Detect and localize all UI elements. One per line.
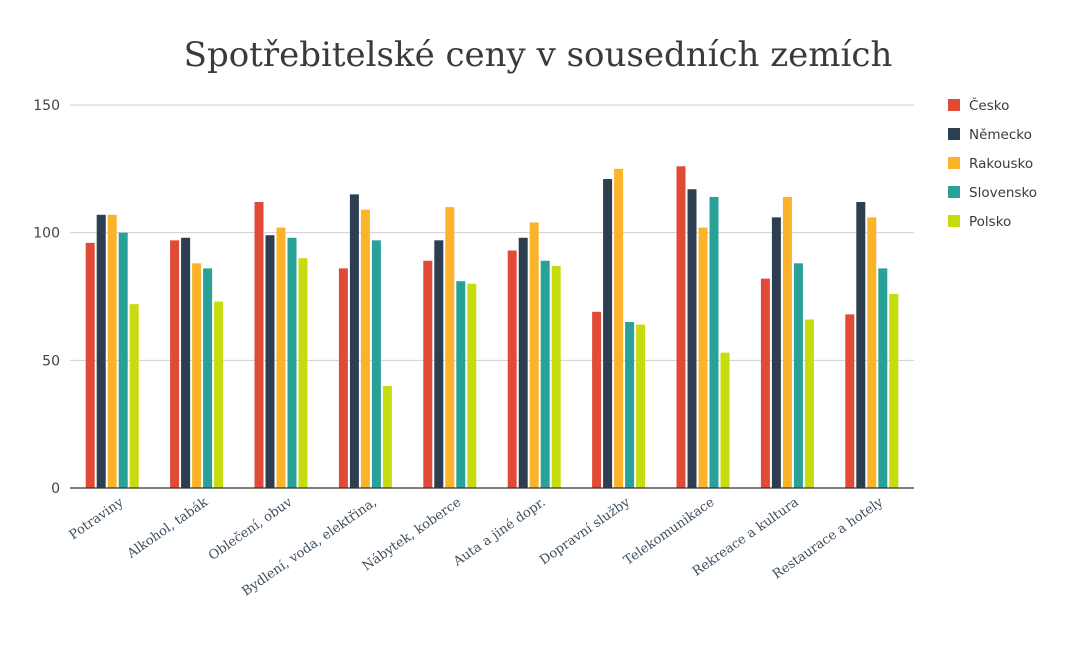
bar (760, 278, 770, 488)
y-tick-label: 50 (42, 353, 60, 369)
bar (181, 237, 191, 488)
bar (203, 268, 213, 488)
bar (782, 196, 792, 489)
bar (771, 217, 781, 488)
x-tick-label: Alkohol, tabák (124, 495, 211, 562)
legend-swatch (948, 215, 960, 227)
bar (360, 209, 370, 489)
bar (551, 265, 561, 488)
x-tick-label: Dopravní služby (537, 495, 633, 569)
bar (889, 293, 899, 488)
bar (720, 352, 730, 488)
bar (107, 214, 117, 488)
bar (423, 260, 433, 488)
bar (254, 202, 264, 488)
legend: Česko Německo Rakousko Slovensko Polsko (948, 96, 1037, 230)
bar (338, 268, 348, 488)
legend-label: Slovensko (969, 185, 1037, 201)
bar (518, 237, 528, 488)
y-tick-label: 0 (51, 481, 60, 497)
legend-label: Německo (969, 127, 1032, 143)
bar (276, 227, 286, 488)
bar (214, 301, 224, 488)
bar (687, 189, 697, 488)
bar (603, 179, 613, 488)
bar (170, 240, 180, 488)
bar (698, 227, 708, 488)
y-tick-label: 100 (33, 226, 60, 242)
bar (96, 214, 106, 488)
bar (382, 385, 392, 488)
bar (709, 196, 719, 489)
bar (265, 235, 275, 488)
bar (856, 202, 866, 488)
legend-item: Česko (948, 96, 1009, 114)
x-tick-label: Potraviny (67, 495, 127, 543)
bars (85, 166, 899, 489)
chart-title: Spotřebitelské ceny v sousedních zemích (184, 35, 893, 75)
bar (118, 232, 128, 488)
bar (625, 322, 635, 488)
bar (85, 242, 95, 488)
legend-item: Slovensko (948, 185, 1037, 201)
bar (349, 194, 359, 488)
legend-swatch (948, 157, 960, 169)
bar (456, 281, 466, 488)
bar (804, 319, 814, 488)
bar (129, 304, 139, 488)
legend-swatch (948, 128, 960, 140)
bar (434, 240, 444, 488)
bar (192, 263, 202, 488)
y-axis-ticks: 0 50 100 150 (33, 98, 60, 497)
bar (467, 283, 477, 488)
bar (636, 324, 646, 488)
bar (793, 263, 803, 488)
bar (287, 237, 297, 488)
x-tick-label: Oblečení, obuv (206, 495, 296, 564)
bar (614, 168, 624, 489)
bar (540, 260, 550, 488)
bar (445, 207, 455, 488)
legend-item: Polsko (948, 214, 1011, 230)
legend-item: Německo (948, 127, 1032, 143)
bar (298, 258, 308, 488)
bar (529, 222, 539, 488)
legend-label: Rakousko (969, 156, 1033, 172)
bar (878, 268, 888, 488)
legend-swatch (948, 186, 960, 198)
x-tick-label: Bydlení, voda, elektřina, (239, 495, 379, 599)
bar (845, 314, 855, 488)
x-tick-label: Auta a jiné dopr. (450, 495, 548, 570)
legend-swatch (948, 99, 960, 111)
bar (592, 311, 602, 488)
bar (507, 250, 517, 488)
bar (371, 240, 381, 488)
legend-label: Polsko (969, 214, 1011, 230)
legend-item: Rakousko (948, 156, 1033, 172)
legend-label: Česko (969, 96, 1009, 114)
bar (867, 217, 877, 488)
y-tick-label: 150 (33, 98, 60, 114)
bar (676, 166, 686, 488)
